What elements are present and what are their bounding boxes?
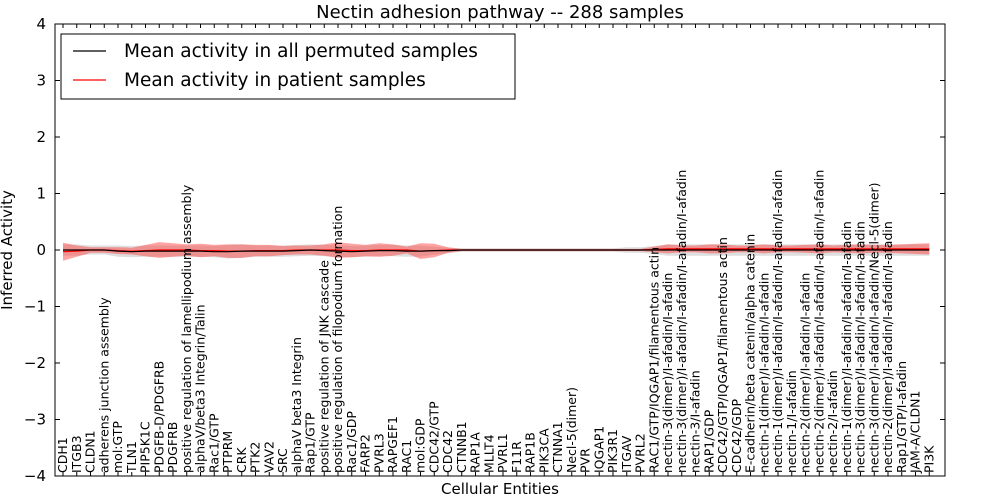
category-label: ITGAV (619, 435, 634, 473)
category-label: RAP1A (468, 432, 483, 473)
legend-label-patient: Mean activity in patient samples (124, 70, 426, 91)
plot-frame (54, 23, 946, 477)
category-label: RAC1/GTP/IQGAP1/filamentous actin (646, 247, 661, 473)
category-label: alphaV/beta3 Integrin/Talin (193, 305, 208, 474)
category-label: MLLT4 (481, 434, 496, 473)
category-label: nectin-3(dimer)/I-afadin/I-afadin/Necl-5… (866, 182, 881, 473)
category-label: PI3K (921, 445, 936, 473)
y-tick-label: 2 (36, 128, 46, 146)
category-label: TLN1 (124, 441, 139, 474)
permuted-band (63, 244, 930, 259)
category-label: FARP2 (358, 434, 373, 473)
series-lines (62, 248, 930, 253)
category-label: Rap1/GTP/I-afadin (894, 361, 909, 473)
category-label: CLDN1 (83, 430, 98, 473)
category-label: PDGFB-D/PDGFRB (151, 361, 166, 473)
legend: Mean activity in all permuted samples Me… (60, 33, 516, 100)
patient-band (63, 242, 930, 261)
category-label: alphaV beta3 Integrin (289, 337, 304, 473)
category-label: PVRL2 (633, 433, 648, 473)
category-label: CTNNB1 (454, 421, 469, 473)
category-label: JAM-A/CLDN1 (908, 391, 923, 474)
category-label: Rac1/GDP (344, 411, 359, 473)
category-label: positive regulation of lamellipodium ass… (179, 184, 194, 473)
category-label: CDC42/GTP (426, 401, 441, 473)
y-axis-ticks: −4 −3 −2 −1 0 1 2 3 4 (24, 15, 945, 485)
category-label: nectin-1(dimer)/I-afadin/I-afadin/I-afad… (839, 221, 854, 473)
category-label: nectin-2(dimer)/I-afadin/I-afadin/I-afad… (880, 221, 895, 473)
y-tick-label: 3 (36, 72, 46, 90)
category-label: PIK3CA (536, 428, 551, 473)
category-label: RAC1 (399, 440, 414, 473)
category-label: nectin-3(dimer)/I-afadin/I-afadin (660, 273, 675, 473)
category-label: RAP1B (523, 432, 538, 473)
category-label: F11R (509, 441, 524, 473)
category-label: CRK (234, 447, 249, 473)
x-axis-label: Cellular Entities (441, 480, 559, 498)
y-tick-label: −4 (24, 467, 46, 485)
category-label: nectin-3/I-afadin (688, 370, 703, 473)
y-tick-label: 4 (36, 15, 46, 33)
chart-title: Nectin adhesion pathway -- 288 samples (316, 2, 684, 23)
y-tick-label: −3 (24, 411, 46, 429)
category-label: CTNNA1 (550, 421, 565, 473)
confidence-bands (63, 242, 930, 261)
category-label: CDC42/GTP/IQGAP1/filamentous actin (715, 237, 730, 473)
category-label: ITGB3 (69, 435, 84, 473)
category-label: PTK2 (248, 442, 263, 473)
category-label: nectin-1(dimer)/I-afadin/I-afadin/I-afad… (770, 170, 785, 473)
category-label: SRC (275, 448, 290, 473)
category-label: PDGFRB (165, 422, 180, 473)
y-tick-label: 1 (36, 185, 46, 203)
category-label: mol:GDP (413, 418, 428, 473)
category-label: RAPGEF1 (385, 416, 400, 473)
category-label: positive regulation of JNK cascade (316, 260, 331, 473)
category-label: nectin-1/I-afadin (784, 370, 799, 473)
category-label: PVRL3 (371, 433, 386, 473)
category-label: VAV2 (261, 441, 276, 473)
permuted-line (63, 249, 930, 253)
legend-box (60, 33, 516, 100)
category-label: positive regulation of filopodium format… (330, 206, 345, 473)
y-tick-label: 0 (36, 241, 46, 259)
category-label: PIP5K1C (138, 421, 153, 473)
category-label: PVR (578, 448, 593, 473)
category-label: mol:GTP (110, 421, 125, 473)
y-tick-label: −2 (24, 354, 46, 372)
category-label: nectin-2/I-afadin (825, 370, 840, 473)
category-label: nectin-3(dimer)/I-afadin/I-afadin/I-afad… (674, 170, 689, 473)
category-label: adherens junction assembly (96, 297, 111, 473)
category-label: nectin-2(dimer)/I-afadin/I-afadin (798, 273, 813, 473)
category-label: Rac1/GTP (206, 413, 221, 473)
category-label: IQGAP1 (591, 426, 606, 473)
category-label: RAP1/GDP (701, 409, 716, 473)
category-label: PVRL1 (495, 433, 510, 473)
category-label: nectin-1(dimer)/I-afadin/I-afadin (756, 273, 771, 473)
category-label: CDH1 (55, 437, 70, 473)
category-label: nectin-2(dimer)/I-afadin/I-afadin/I-afad… (811, 170, 826, 473)
y-axis-label: Inferred Activity (0, 190, 16, 310)
category-label: PTPRM (220, 431, 235, 473)
category-label: PIK3R1 (605, 429, 620, 473)
category-label: CDC42 (440, 430, 455, 473)
legend-label-permuted: Mean activity in all permuted samples (124, 41, 478, 62)
y-tick-label: −1 (24, 298, 46, 316)
category-label: Rap1/GTP (303, 412, 318, 473)
category-label: E-cadherin/beta catenin/alpha catenin (743, 234, 758, 473)
category-label: Necl-5(dimer) (564, 387, 579, 473)
category-label: nectin-3(dimer)/I-afadin/I-afadin/I-afad… (853, 221, 868, 473)
category-label: CDC42/GDP (729, 398, 744, 473)
